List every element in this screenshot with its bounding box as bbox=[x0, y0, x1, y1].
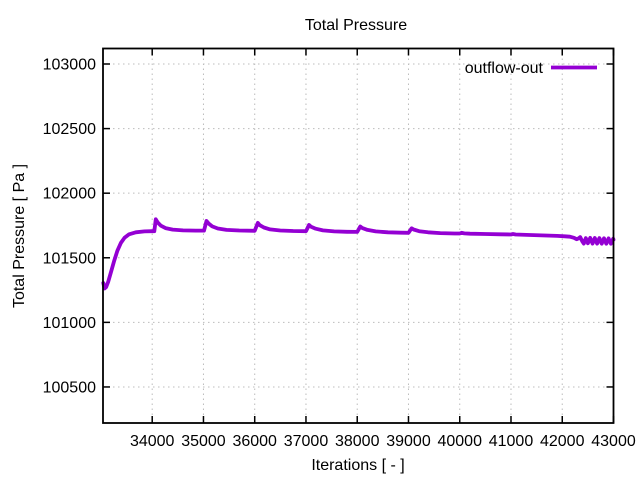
x-tick-label: 34000 bbox=[130, 433, 175, 450]
x-axis-label: Iterations [ - ] bbox=[311, 457, 404, 474]
x-tick-label: 40000 bbox=[437, 433, 482, 450]
x-tick-label: 37000 bbox=[284, 433, 329, 450]
grid-layer bbox=[103, 48, 614, 423]
x-tick-label: 35000 bbox=[181, 433, 226, 450]
x-tick-label: 38000 bbox=[335, 433, 380, 450]
plot-border bbox=[102, 47, 615, 424]
y-axis-label: Total Pressure [ Pa ] bbox=[11, 164, 28, 308]
x-tick-label: 36000 bbox=[232, 433, 277, 450]
x-tick-label: 41000 bbox=[489, 433, 534, 450]
x-tick-label: 43000 bbox=[591, 433, 636, 450]
chart-title: Total Pressure bbox=[305, 17, 407, 34]
y-tick-label: 100500 bbox=[43, 379, 96, 396]
tick-label-layer: 34000 35000 36000 37000 38000 39000 40000 41000… bbox=[43, 57, 636, 450]
x-tick-label: 39000 bbox=[386, 433, 431, 450]
series-line-outflow-out bbox=[101, 217, 616, 291]
y-tick-label: 102500 bbox=[43, 121, 96, 138]
x-tick-label: 42000 bbox=[540, 433, 585, 450]
y-tick-label: 101500 bbox=[43, 250, 96, 267]
legend-label: outflow-out bbox=[465, 60, 544, 77]
legend: outflow-out bbox=[465, 60, 597, 77]
y-tick-label: 102000 bbox=[43, 186, 96, 203]
y-tick-label: 103000 bbox=[43, 57, 96, 74]
series-layer bbox=[101, 217, 616, 291]
y-tick-label: 101000 bbox=[43, 315, 96, 332]
tick-layer bbox=[103, 48, 615, 423]
